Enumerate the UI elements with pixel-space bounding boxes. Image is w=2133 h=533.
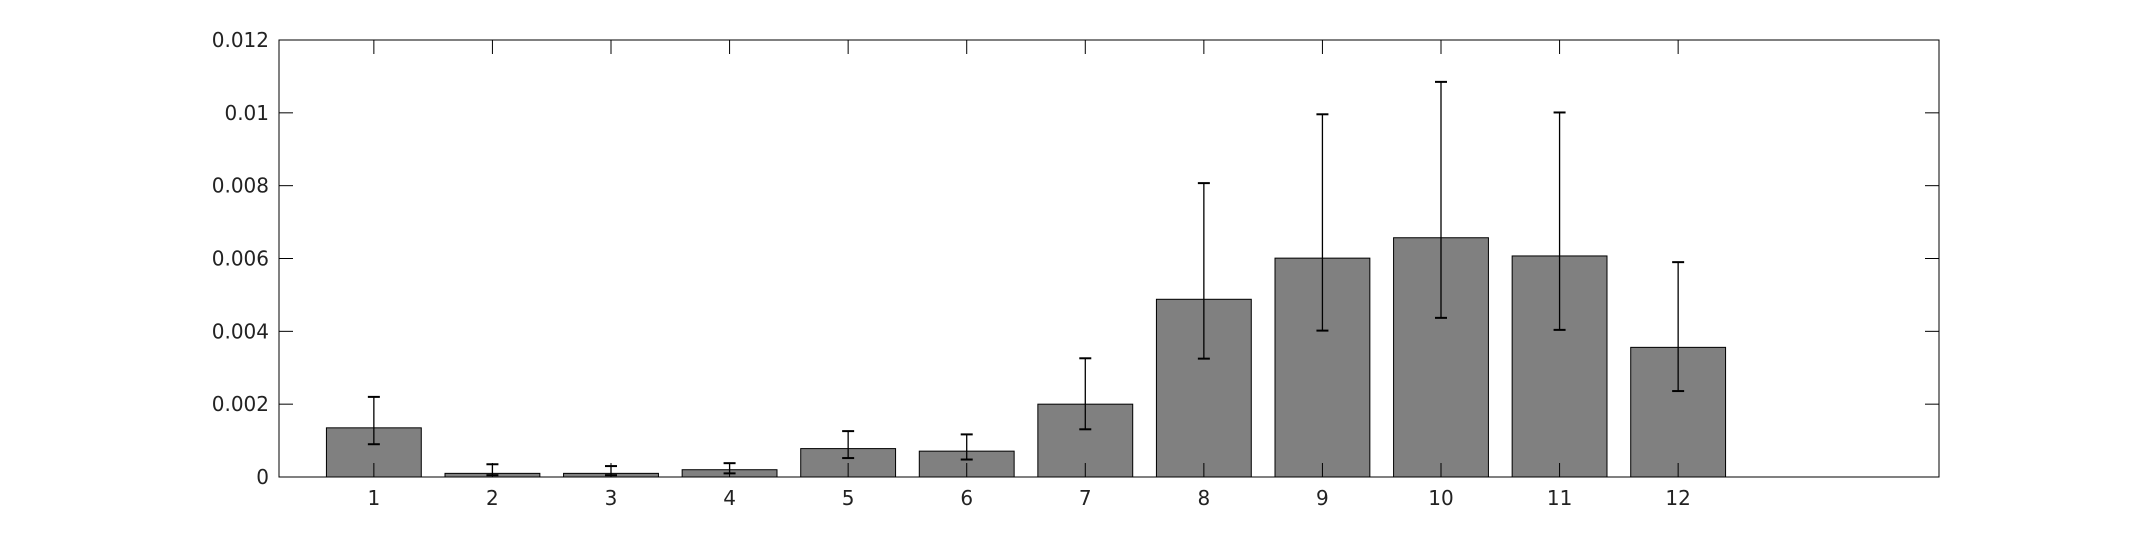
x-tick-label-3: 3: [605, 486, 618, 510]
y-axis: 0 0.002 0.004 0.006 0.008 0.01 0.012: [212, 28, 1939, 489]
x-tick-label-5: 5: [842, 486, 855, 510]
y-tick-label-3: 0.006: [212, 247, 269, 271]
x-axis: 1 2 3 4 5 6 7 8 9 10 11 12: [367, 40, 1691, 510]
x-tick-label-7: 7: [1079, 486, 1092, 510]
error-bars-layer: [367, 80, 1685, 477]
x-tick-label-12: 12: [1665, 486, 1690, 510]
y-tick-label-5: 0.01: [224, 101, 269, 125]
y-tick-label-6: 0.012: [212, 28, 269, 52]
y-tick-label-2: 0.004: [212, 319, 269, 343]
x-tick-label-9: 9: [1316, 486, 1329, 510]
x-tick-label-2: 2: [486, 486, 499, 510]
x-tick-label-4: 4: [723, 486, 736, 510]
y-tick-label-1: 0.002: [212, 392, 269, 416]
y-tick-label-4: 0.008: [212, 174, 269, 198]
x-tick-label-8: 8: [1197, 486, 1210, 510]
y-tick-label-0: 0: [256, 465, 269, 489]
x-tick-label-10: 10: [1428, 486, 1453, 510]
x-tick-label-11: 11: [1547, 486, 1572, 510]
x-tick-label-6: 6: [960, 486, 973, 510]
x-tick-label-1: 1: [367, 486, 380, 510]
